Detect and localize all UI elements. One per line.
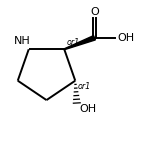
- Text: or1: or1: [78, 82, 91, 91]
- Text: NH: NH: [13, 36, 30, 46]
- Text: or1: or1: [67, 38, 80, 47]
- Text: OH: OH: [117, 33, 134, 43]
- Polygon shape: [64, 36, 95, 50]
- Text: O: O: [90, 7, 99, 17]
- Text: OH: OH: [79, 104, 96, 114]
